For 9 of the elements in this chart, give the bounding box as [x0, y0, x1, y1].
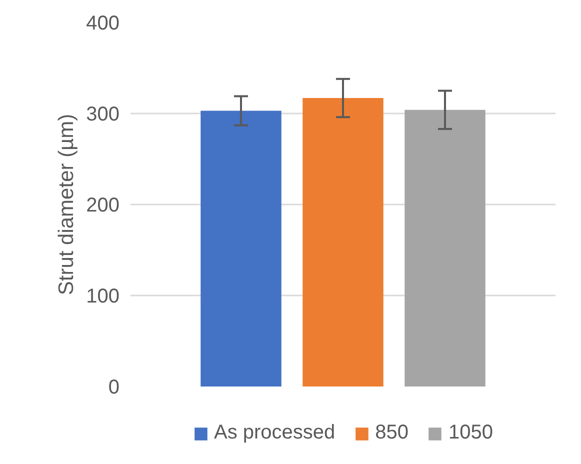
y-tick-label: 100: [86, 286, 120, 308]
y-tick-label: 300: [86, 104, 120, 126]
y-tick-label: 0: [108, 376, 120, 398]
legend-label: 850: [375, 422, 409, 444]
y-axis-title: Strut diameter (µm): [55, 114, 78, 296]
y-tick-label: 400: [86, 12, 120, 34]
y-tick-label: 200: [86, 194, 120, 216]
legend-label: 1050: [448, 422, 494, 444]
legend-label: As processed: [214, 422, 336, 444]
